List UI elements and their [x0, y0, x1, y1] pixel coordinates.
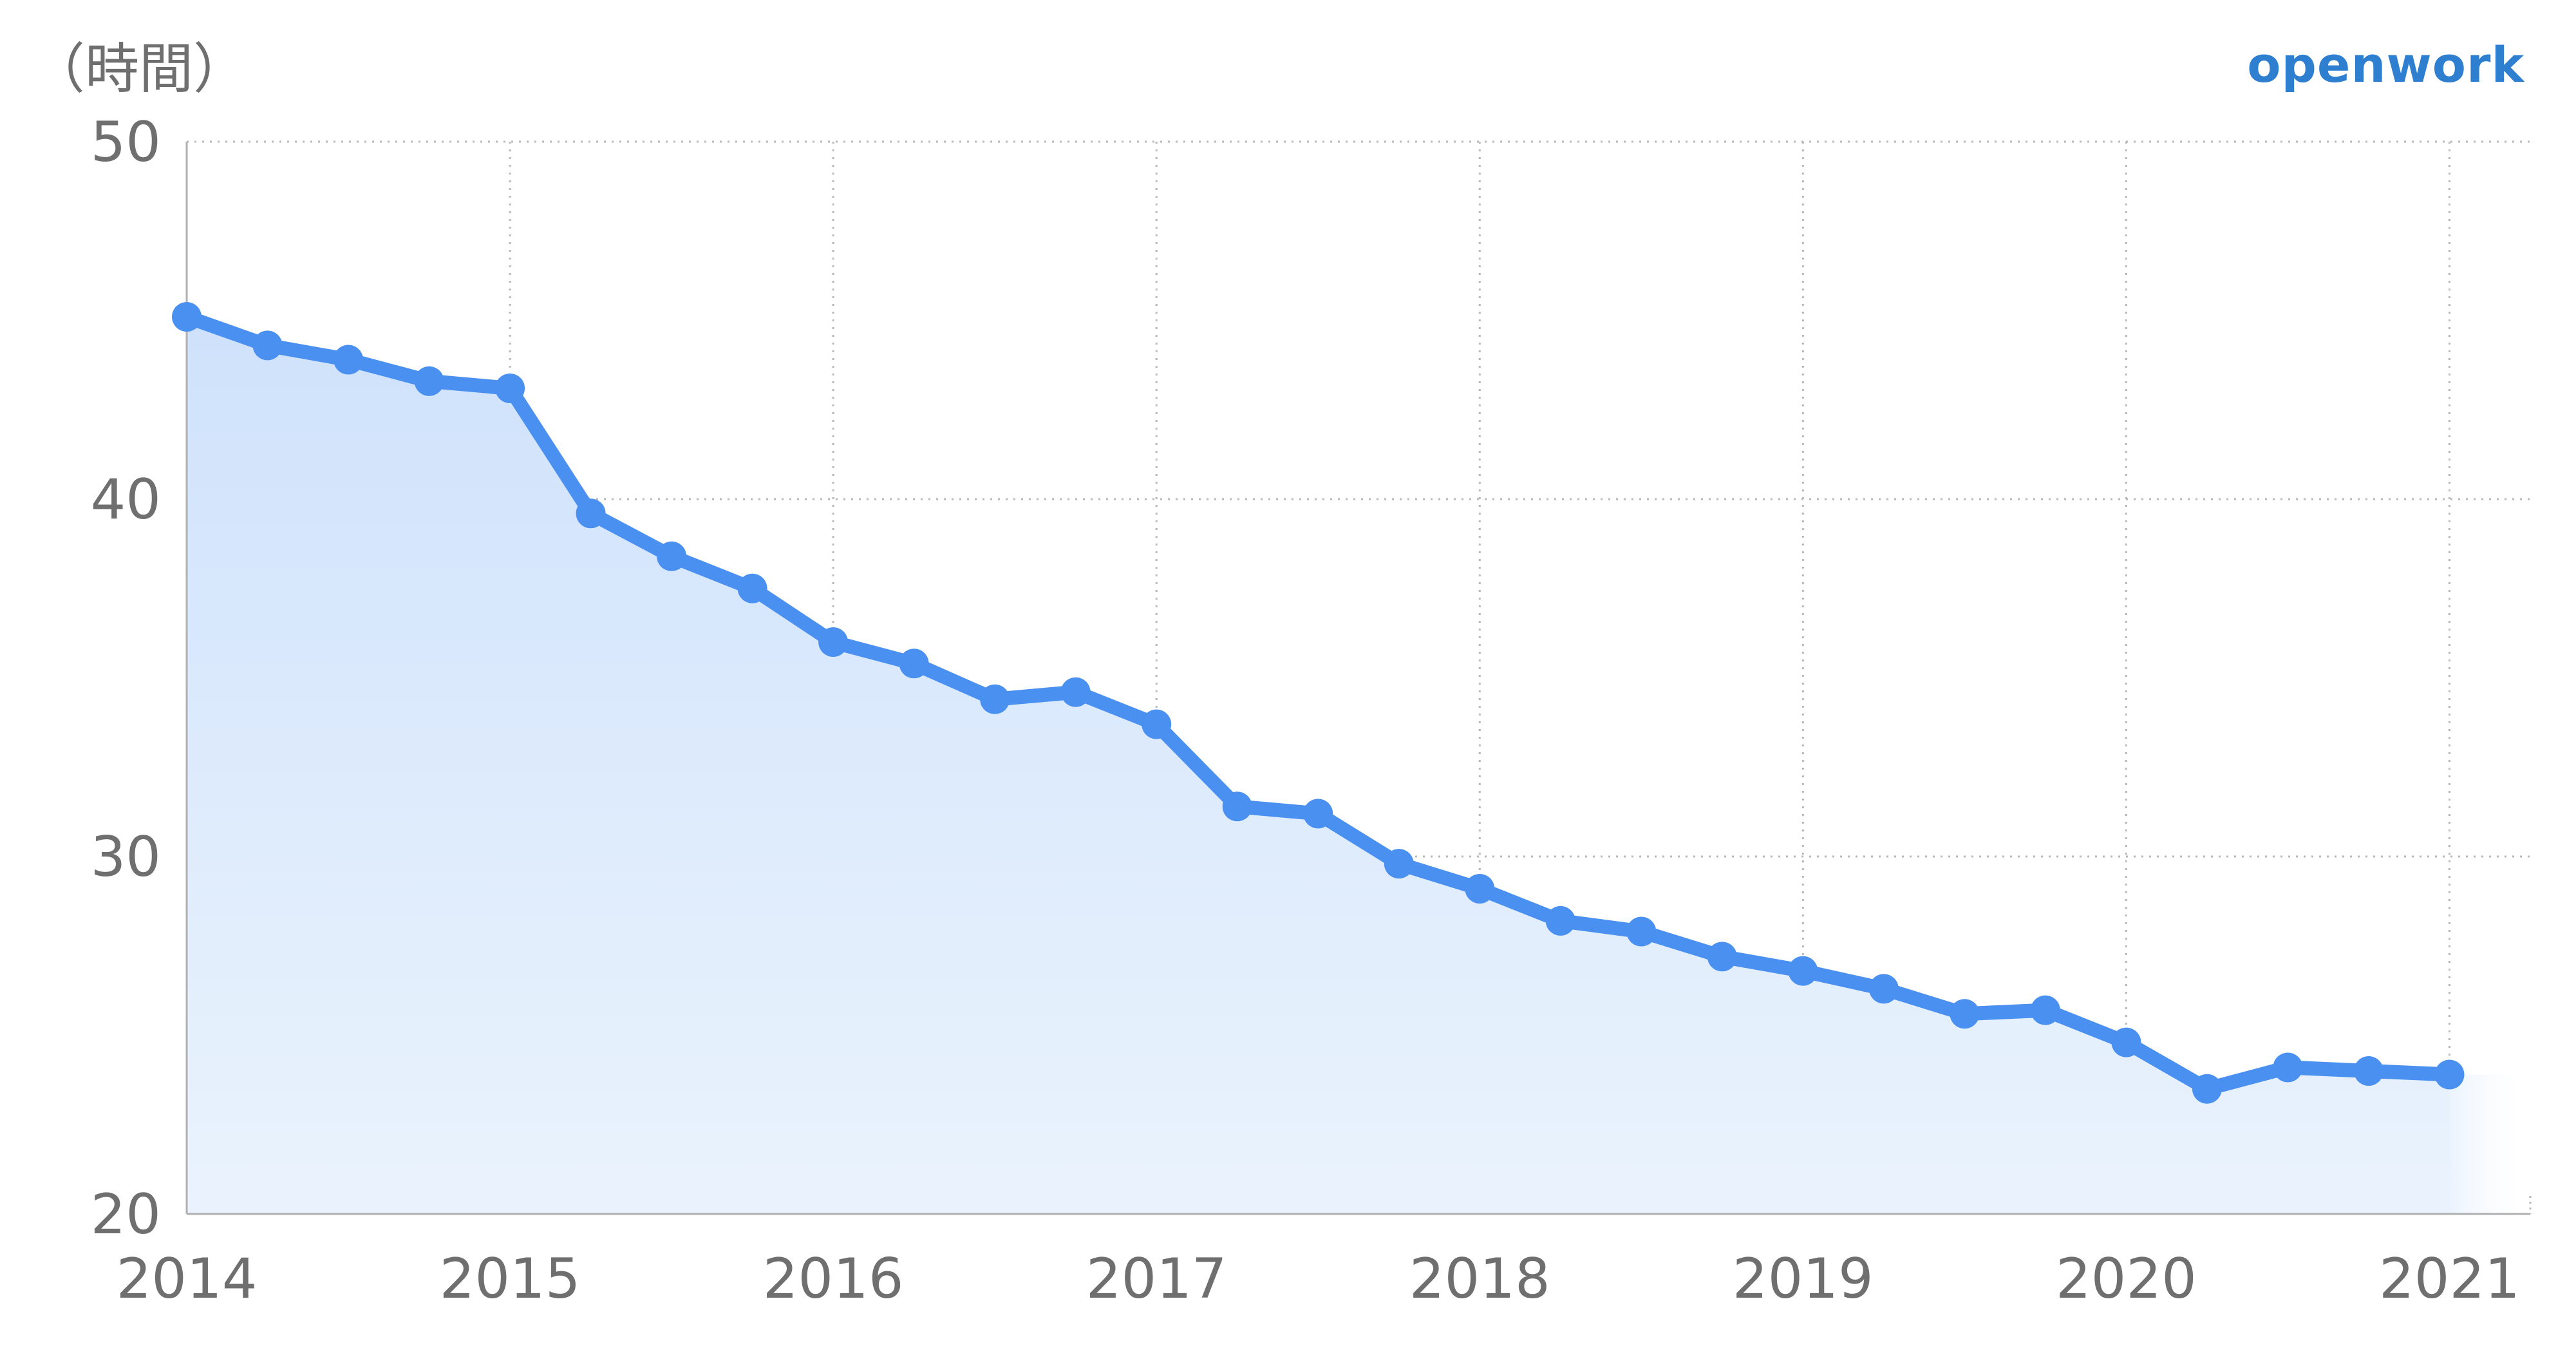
- x-tick-label: 2019: [1733, 1247, 1874, 1311]
- data-point: [2030, 995, 2060, 1025]
- data-point: [414, 366, 444, 396]
- data-point: [172, 301, 202, 332]
- data-point: [657, 541, 687, 571]
- data-point: [495, 373, 525, 403]
- data-point: [1384, 849, 1414, 879]
- data-point: [1788, 956, 1818, 986]
- y-axis-unit-label: （時間）: [31, 37, 248, 100]
- data-point: [1707, 942, 1737, 972]
- data-point: [2434, 1059, 2465, 1090]
- y-tick-label: 30: [91, 825, 161, 889]
- data-point: [1465, 873, 1495, 904]
- y-tick-label: 20: [91, 1182, 161, 1247]
- data-point: [1950, 999, 1980, 1029]
- brand-logo: openwork: [2247, 36, 2524, 93]
- data-point: [818, 627, 849, 657]
- area-fill-tail: [2449, 1074, 2530, 1214]
- data-point: [1222, 791, 1252, 822]
- data-point: [899, 649, 929, 679]
- data-point: [2273, 1052, 2303, 1083]
- data-point: [2353, 1056, 2383, 1086]
- data-point: [980, 684, 1010, 714]
- x-tick-label: 2017: [1086, 1247, 1227, 1311]
- x-tick-label: 2020: [2056, 1247, 2197, 1311]
- data-point: [1545, 905, 1575, 936]
- data-point: [737, 573, 767, 603]
- x-tick-label: 2018: [1409, 1247, 1550, 1311]
- x-tick-label: 2014: [117, 1247, 258, 1311]
- area-fill: [187, 316, 2450, 1215]
- x-tick-label: 2015: [440, 1247, 581, 1311]
- data-point: [576, 498, 606, 529]
- data-point: [2192, 1074, 2222, 1104]
- data-point: [2111, 1027, 2141, 1057]
- y-tick-label: 40: [91, 468, 161, 532]
- x-tick-label: 2021: [2379, 1247, 2520, 1311]
- data-point: [1303, 799, 1333, 829]
- data-point: [334, 345, 364, 375]
- data-point: [1868, 974, 1899, 1004]
- data-point: [1142, 709, 1172, 739]
- data-point: [252, 330, 283, 361]
- data-point: [1626, 916, 1657, 947]
- data-point: [1060, 677, 1091, 707]
- y-tick-label: 50: [91, 110, 161, 175]
- x-tick-label: 2016: [763, 1247, 904, 1311]
